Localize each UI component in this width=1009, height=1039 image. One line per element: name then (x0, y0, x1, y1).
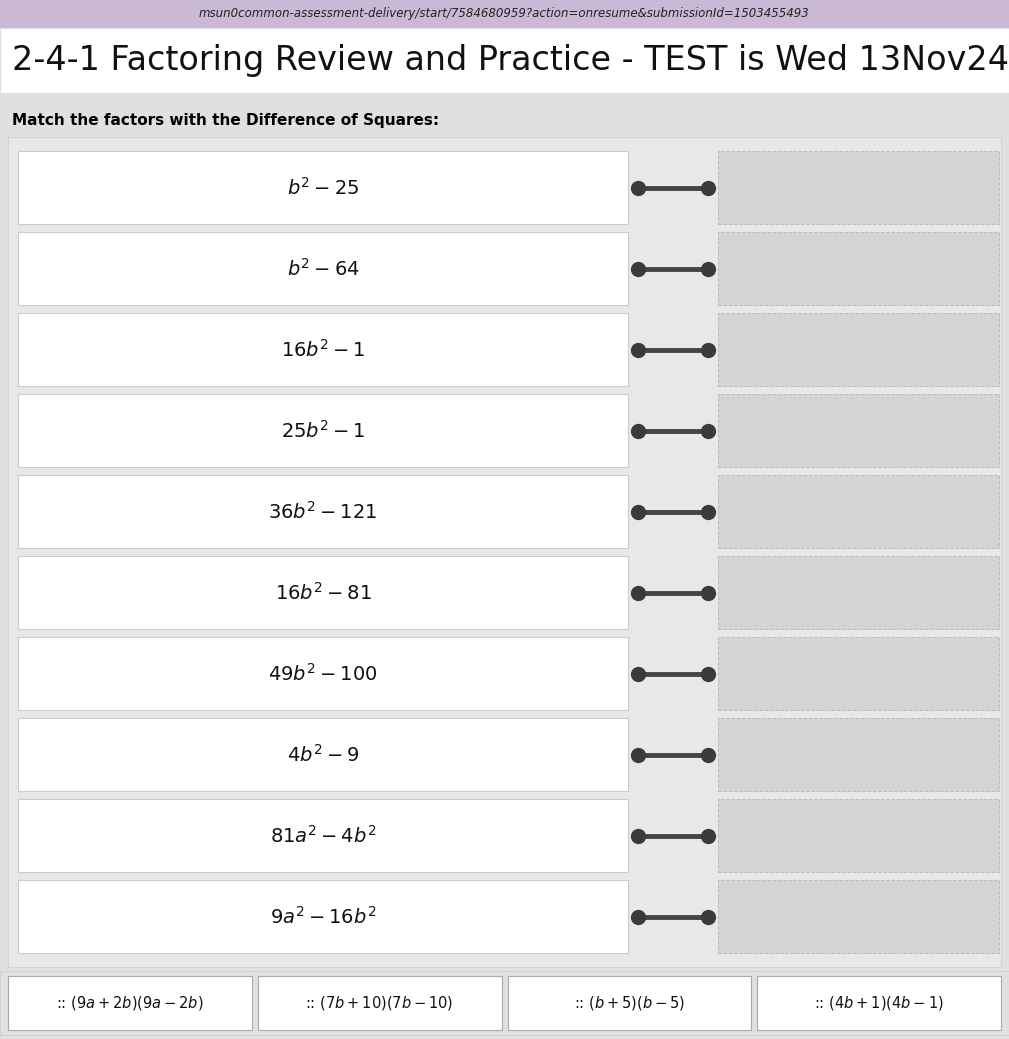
Bar (0, 28, 1009, 94)
Bar (718, 880, 999, 953)
Bar (18, 718, 628, 791)
Bar (257, 976, 501, 1030)
Bar (718, 232, 999, 305)
Text: $4b^2 - 9$: $4b^2 - 9$ (287, 744, 359, 766)
Bar (0, 0, 1009, 28)
Bar (8, 137, 1001, 967)
Text: :: $(4b+1)(4b-1)$: :: $(4b+1)(4b-1)$ (814, 994, 944, 1012)
Bar (718, 475, 999, 548)
Bar (718, 556, 999, 629)
Text: $25b^2 - 1$: $25b^2 - 1$ (281, 420, 365, 442)
Bar (718, 637, 999, 710)
Text: :: $(9a+2b)(9a-2b)$: :: $(9a+2b)(9a-2b)$ (57, 994, 204, 1012)
Bar (0, 971, 1009, 1035)
Text: $49b^2 - 100$: $49b^2 - 100$ (268, 663, 377, 685)
Bar (18, 475, 628, 548)
Text: $9a^2 - 16b^2$: $9a^2 - 16b^2$ (269, 906, 376, 928)
Text: $16b^2 - 1$: $16b^2 - 1$ (281, 339, 365, 361)
Text: 2-4-1 Factoring Review and Practice - TEST is Wed 13Nov24: 2-4-1 Factoring Review and Practice - TE… (12, 44, 1009, 77)
Bar (718, 394, 999, 467)
Bar (718, 799, 999, 872)
Bar (757, 976, 1001, 1030)
Bar (18, 880, 628, 953)
Bar (18, 232, 628, 305)
Text: $36b^2 - 121$: $36b^2 - 121$ (268, 501, 377, 523)
Bar (18, 394, 628, 467)
Text: msun0common-assessment-delivery/start/7584680959?action=onresume&submissionId=15: msun0common-assessment-delivery/start/75… (199, 7, 809, 21)
Bar (718, 151, 999, 224)
Bar (718, 718, 999, 791)
Bar (18, 556, 628, 629)
Text: $16b^2 - 81$: $16b^2 - 81$ (274, 582, 371, 604)
Text: $b^2 - 25$: $b^2 - 25$ (287, 177, 359, 198)
Text: $81a^2 - 4b^2$: $81a^2 - 4b^2$ (269, 825, 376, 847)
Bar (18, 637, 628, 710)
Bar (508, 976, 752, 1030)
Bar (8, 976, 252, 1030)
Bar (18, 313, 628, 387)
Text: :: $(7b+10)(7b-10)$: :: $(7b+10)(7b-10)$ (306, 994, 454, 1012)
Text: :: $(b+5)(b-5)$: :: $(b+5)(b-5)$ (574, 994, 685, 1012)
Text: Match the factors with the Difference of Squares:: Match the factors with the Difference of… (12, 113, 439, 129)
Bar (718, 313, 999, 387)
Bar (18, 151, 628, 224)
Bar (18, 799, 628, 872)
Text: $b^2 - 64$: $b^2 - 64$ (287, 258, 359, 279)
